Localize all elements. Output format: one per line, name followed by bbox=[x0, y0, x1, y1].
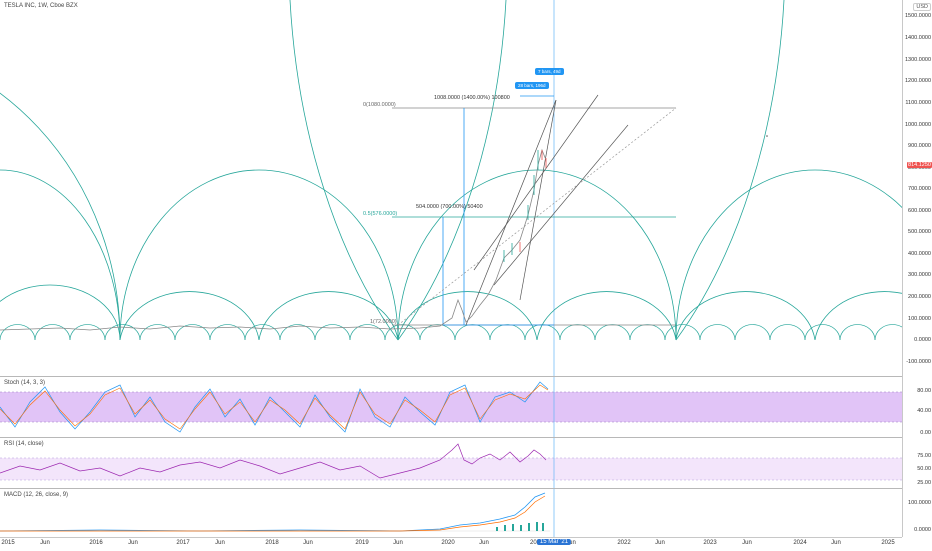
price-axis-label: 1300.0000 bbox=[905, 57, 931, 63]
time-axis-label: Jun bbox=[393, 540, 403, 546]
macd-axis-0: 0.0000 bbox=[914, 527, 931, 533]
price-axis-label: 1500.0000 bbox=[905, 13, 931, 19]
time-axis-label: Jun bbox=[215, 540, 225, 546]
time-axis-label: 2020 bbox=[441, 540, 455, 546]
stoch-axis-40: 40.00 bbox=[917, 408, 931, 414]
macd-axis-100: 100.0000 bbox=[908, 500, 931, 506]
symbol-title: TESLA INC, 1W, Cboe BZX bbox=[4, 3, 78, 9]
time-axis-label: 2022 bbox=[617, 540, 631, 546]
time-axis-label: 2023 bbox=[703, 540, 717, 546]
main-chart-canvas[interactable] bbox=[0, 0, 932, 376]
macd-title: MACD (12, 26, close, 9) bbox=[4, 492, 69, 498]
time-axis-label: Jun bbox=[742, 540, 752, 546]
candles-down bbox=[519, 150, 547, 252]
fib-label-1: 1(72.0000) bbox=[370, 319, 397, 325]
currency-button[interactable]: USD bbox=[913, 3, 931, 11]
rsi-line bbox=[0, 443, 547, 479]
macd-histogram bbox=[496, 522, 544, 531]
price-axis-label: 1400.0000 bbox=[905, 35, 931, 41]
bars-tooltip-short: 7 bars, 49d bbox=[535, 68, 564, 75]
price-axis-label: 0.0000 bbox=[914, 337, 931, 343]
time-axis-label: Jun bbox=[566, 540, 576, 546]
cursor-date-badge: 15 Mar '21 bbox=[536, 539, 572, 545]
price-axis-label: 400.0000 bbox=[908, 251, 931, 257]
price-axis-label: 300.0000 bbox=[908, 272, 931, 278]
stoch-axis-0: 0.00 bbox=[920, 430, 931, 436]
macd-line bbox=[0, 492, 546, 532]
cycle-arc-tall bbox=[397, 0, 507, 341]
signal-line bbox=[0, 495, 546, 532]
price-axis[interactable]: USD 1500.0000 1400.0000 1300.0000 1200.0000… bbox=[902, 0, 932, 537]
time-axis-label: 2019 bbox=[355, 540, 369, 546]
time-axis-label: Jun bbox=[831, 540, 841, 546]
rsi-band bbox=[0, 458, 902, 480]
time-axis-label: Jun bbox=[303, 540, 313, 546]
price-axis-label: 100.0000 bbox=[908, 316, 931, 322]
rsi-canvas bbox=[0, 438, 902, 488]
last-price-badge: 814.1250 bbox=[907, 162, 932, 168]
time-axis-label: 2018 bbox=[265, 540, 279, 546]
time-axis-label: 2015 bbox=[1, 540, 15, 546]
cycle-arc-tall bbox=[675, 0, 785, 341]
stoch-title: Stoch (14, 3, 3) bbox=[4, 380, 46, 386]
price-axis-label: 1200.0000 bbox=[905, 78, 931, 84]
stoch-canvas bbox=[0, 377, 902, 437]
measure-label-top: 1008.0000 (1400.00%) 100800 bbox=[434, 95, 510, 101]
time-axis-label: 2016 bbox=[89, 540, 103, 546]
price-axis-label: 900.0000 bbox=[908, 143, 931, 149]
time-axis-label: Jun bbox=[40, 540, 50, 546]
rsi-axis-25: 25.00 bbox=[917, 480, 931, 486]
time-axis-label: 202 bbox=[529, 540, 541, 546]
candles-up bbox=[503, 150, 539, 262]
time-axis-label: 2024 bbox=[793, 540, 807, 546]
cycle-arc bbox=[0, 169, 121, 341]
macd-canvas bbox=[0, 489, 555, 537]
rsi-title: RSI (14, close) bbox=[4, 441, 44, 447]
channel-line bbox=[473, 94, 599, 271]
cycle-arc-tall bbox=[289, 0, 399, 341]
price-series bbox=[0, 148, 547, 331]
price-axis-label: 1000.0000 bbox=[905, 122, 931, 128]
time-axis-label: 2017 bbox=[176, 540, 190, 546]
price-axis-label: -100.0000 bbox=[906, 359, 931, 365]
stoch-pane[interactable]: Stoch (14, 3, 3) bbox=[0, 377, 902, 437]
cycle-arcs-medium bbox=[0, 284, 932, 341]
price-axis-label: 700.0000 bbox=[908, 186, 931, 192]
price-axis-label: 1100.0000 bbox=[905, 100, 931, 106]
time-axis[interactable]: 2015 Jun 2016 Jun 2017 Jun 2018 Jun 2019 Jun 2020 J… bbox=[0, 537, 902, 551]
fib-label-05: 0.5(576.0000) bbox=[363, 211, 398, 217]
price-axis-label: 800.0000 bbox=[908, 165, 931, 171]
cycle-arc bbox=[675, 169, 932, 341]
fib-label-0: 0(1080.0000) bbox=[363, 102, 396, 108]
cycle-arc bbox=[119, 169, 399, 341]
rsi-axis-50: 50.00 bbox=[917, 466, 931, 472]
bars-tooltip-long: 28 bars, 196d bbox=[515, 82, 549, 89]
channel-line bbox=[465, 99, 557, 326]
price-axis-label: 200.0000 bbox=[908, 294, 931, 300]
time-axis-label: Jun bbox=[479, 540, 489, 546]
stoch-k-line bbox=[0, 381, 549, 433]
stoch-d-line bbox=[0, 384, 549, 430]
cycle-arcs-small bbox=[0, 324, 911, 341]
macd-pane[interactable]: MACD (12, 26, close, 9) bbox=[0, 489, 902, 537]
cycle-arc bbox=[397, 169, 677, 341]
cycle-arc bbox=[0, 92, 121, 341]
channel-line bbox=[493, 124, 629, 286]
channel-line bbox=[519, 99, 557, 301]
time-axis-label: Jun bbox=[128, 540, 138, 546]
rsi-axis-75: 75.00 bbox=[917, 453, 931, 459]
time-axis-label: 2025 bbox=[881, 540, 895, 546]
trend-dashed bbox=[397, 107, 677, 326]
price-axis-label: 600.0000 bbox=[908, 208, 931, 214]
price-axis-label: 500.0000 bbox=[908, 229, 931, 235]
rsi-pane[interactable]: RSI (14, close) bbox=[0, 438, 902, 488]
stoch-axis-80: 80.00 bbox=[917, 388, 931, 394]
time-axis-label: Jun bbox=[655, 540, 665, 546]
main-chart-pane[interactable]: TESLA INC, 1W, Cboe BZX bbox=[0, 0, 932, 376]
measure-label-mid: 504.0000 (700.00%) 50400 bbox=[416, 204, 483, 210]
